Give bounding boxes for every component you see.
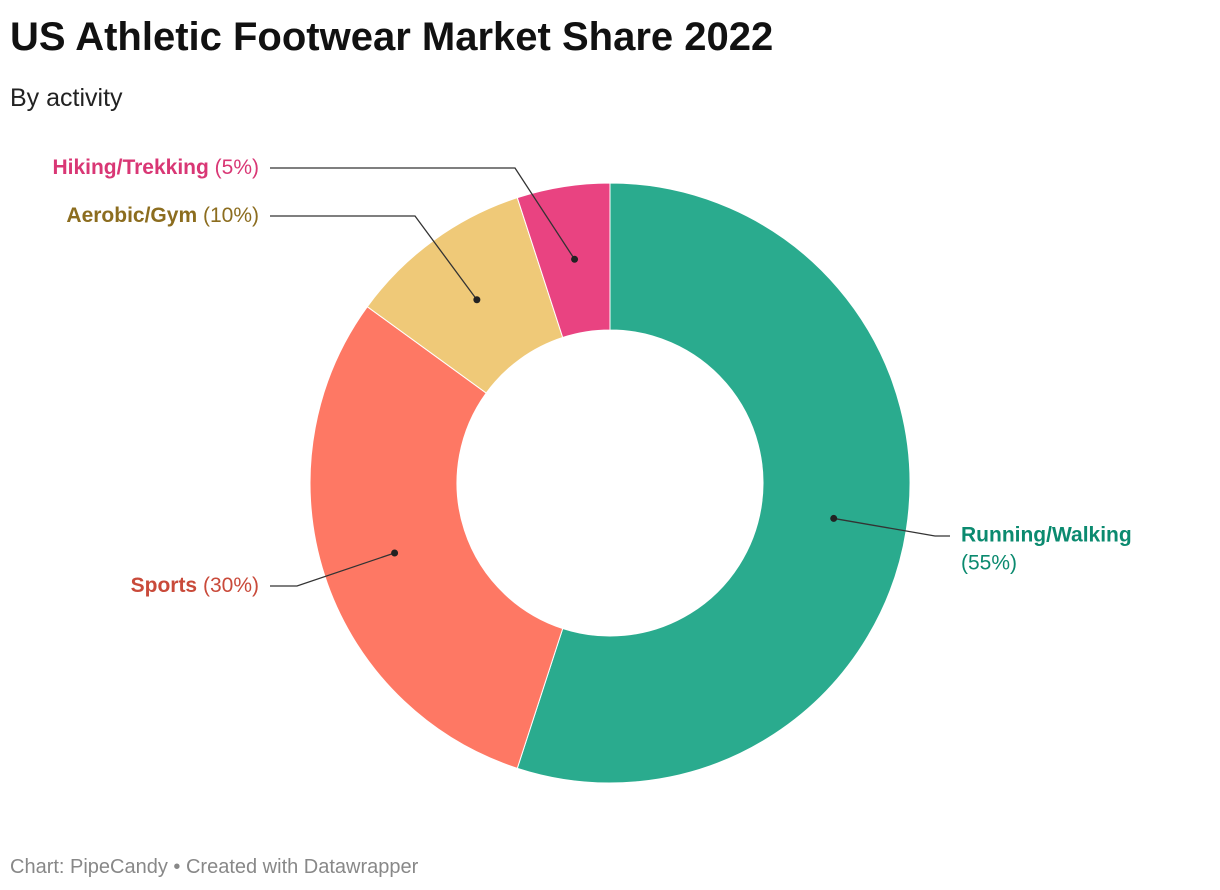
value-label: (10%)	[203, 204, 259, 227]
chart-subtitle: By activity	[10, 84, 123, 112]
slice-label: Sports (30%)	[131, 574, 259, 597]
leader-line	[270, 552, 395, 587]
value-label: (55%)	[961, 552, 1017, 575]
slice-name: Hiking/Trekking	[52, 156, 208, 179]
leader-line	[833, 517, 950, 537]
leader-dot	[391, 549, 399, 557]
leader-line	[270, 167, 576, 260]
slice-name: Sports	[131, 574, 198, 597]
leader-line	[270, 215, 478, 301]
leader-dot	[473, 296, 481, 304]
slice	[309, 305, 564, 769]
labels: Running/Walking (55%) Sports (30%) Aerobic/…	[52, 156, 1131, 597]
slice	[516, 182, 611, 339]
slices	[309, 182, 911, 784]
slice	[516, 182, 911, 784]
leader-dot	[571, 255, 579, 263]
slice-name: Aerobic/Gym	[66, 204, 197, 227]
chart-source: Chart: PipeCandy • Created with Datawrap…	[10, 856, 419, 878]
leader-dot	[830, 514, 838, 522]
slice-label: Running/Walking	[961, 524, 1132, 547]
value-label: (5%)	[215, 156, 259, 179]
chart-title: US Athletic Footwear Market Share 2022	[10, 15, 773, 59]
value-label: (30%)	[203, 574, 259, 597]
slice-label: Hiking/Trekking (5%)	[52, 156, 259, 179]
slice-label: Aerobic/Gym (10%)	[66, 204, 259, 227]
